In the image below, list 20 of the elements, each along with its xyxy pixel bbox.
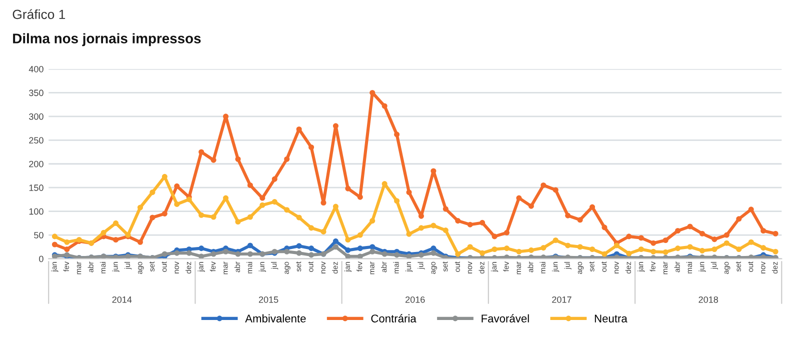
y-tick-label: 300	[29, 113, 44, 120]
y-tick-label: 200	[29, 160, 44, 168]
chart-subtitle: Dilma nos jornais impressos	[13, 33, 201, 46]
text: 2018	[698, 296, 718, 303]
y-tick-label: 400	[28, 66, 44, 72]
legend-label: Ambivalente	[245, 314, 306, 322]
text: 2016	[406, 296, 425, 303]
text: 2015	[258, 296, 278, 303]
y-tick-label: 150	[29, 184, 44, 191]
legend-label: Favorável	[482, 314, 529, 322]
y-tick-label: 350	[29, 90, 44, 96]
y-tick-label: 100	[29, 208, 44, 215]
text: 2017	[552, 296, 572, 303]
text: 2014	[112, 296, 132, 303]
chart-title: Gráfico 1	[12, 9, 66, 20]
y-tick-label: 250	[29, 137, 44, 144]
legend-label: Contrária	[371, 314, 416, 322]
y-tick-label: 0	[39, 256, 44, 262]
legend-label: Neutra	[594, 314, 628, 322]
y-tick-label: 50	[34, 232, 44, 238]
